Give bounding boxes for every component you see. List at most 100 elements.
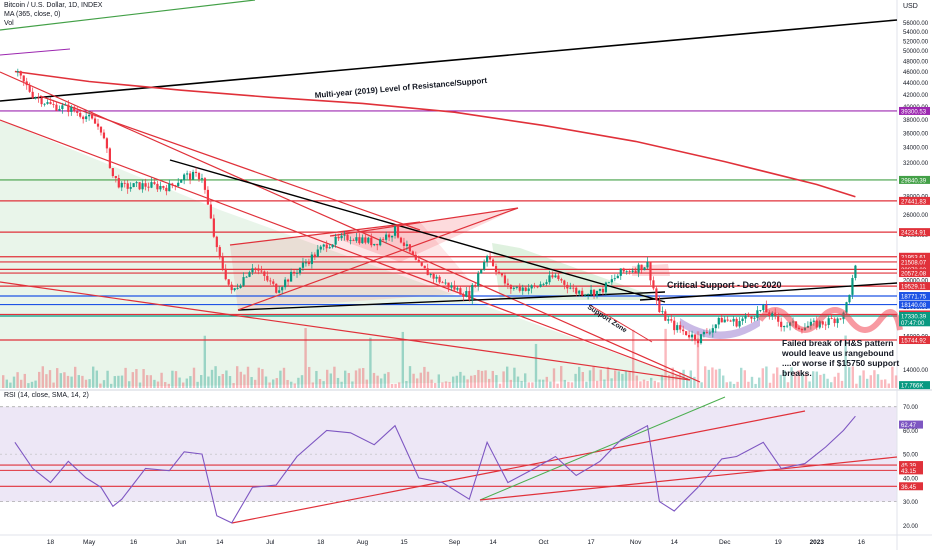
candle-body <box>40 97 43 105</box>
volume-bar <box>412 373 415 388</box>
time-tick-label: 19 <box>775 539 783 546</box>
volume-bar <box>261 369 264 388</box>
volume-bar <box>138 382 142 388</box>
candle-body <box>595 290 599 296</box>
level-tag-bg <box>899 228 930 237</box>
volume-bar <box>873 370 876 388</box>
candle-body <box>851 278 854 295</box>
volume-bar <box>812 371 815 388</box>
volume-bar <box>311 382 314 388</box>
candle-body <box>102 132 106 139</box>
volume-bar <box>164 382 167 388</box>
rsi-legend[interactable]: RSI (14, close, SMA, 14, 2) <box>4 392 89 399</box>
candle-body <box>52 104 55 105</box>
time-tick-label: Aug <box>357 539 369 546</box>
volume-bar <box>531 382 534 388</box>
volume-bar <box>372 372 376 388</box>
candle-body <box>741 318 744 322</box>
volume-bar <box>779 374 782 388</box>
volume-legend[interactable]: Vol <box>4 20 14 27</box>
volume-bar <box>167 383 170 388</box>
rsi-tag-label: 43.15 <box>901 469 917 475</box>
volume-bar <box>16 372 19 388</box>
volume-bar <box>714 369 718 388</box>
volume-bar <box>678 372 682 388</box>
volume-bar <box>822 373 826 388</box>
symbol-title[interactable]: Bitcoin / U.S. Dollar, 1D, INDEX <box>4 2 103 9</box>
candle-body <box>242 277 245 286</box>
volume-bar <box>405 380 408 388</box>
candle-body <box>191 171 195 180</box>
candle-body <box>765 304 768 313</box>
volume-bar <box>617 371 620 388</box>
time-tick-label: 18 <box>317 539 325 546</box>
candle-body <box>64 104 67 106</box>
volume-bar <box>495 375 498 388</box>
candle-body <box>557 275 560 280</box>
volume-bar <box>732 383 736 388</box>
candle-body <box>625 270 628 272</box>
candle-body <box>575 287 578 294</box>
candle-body <box>720 317 723 323</box>
candle-body <box>658 300 661 313</box>
volume-bar <box>264 376 268 388</box>
candle-body <box>667 319 670 321</box>
volume-bar <box>603 379 606 388</box>
volume-bar <box>520 380 523 388</box>
candle-body <box>322 244 325 247</box>
volume-bar <box>696 331 700 388</box>
volume-bar <box>426 371 430 388</box>
volume-bar <box>783 370 786 388</box>
level-tag-bg <box>899 269 930 278</box>
candle-body <box>438 276 441 283</box>
level-tag-bg <box>899 106 930 115</box>
candle-body <box>405 244 409 246</box>
price-tick-label: 32000.00 <box>903 161 929 167</box>
volume-bar <box>92 366 95 388</box>
candle-body <box>646 261 649 268</box>
axis-tag-label: 17.766K <box>901 384 923 390</box>
candle-body <box>269 280 272 282</box>
candle-body <box>714 324 717 329</box>
candle-body <box>304 262 308 264</box>
candle-body <box>67 104 70 112</box>
candle-body <box>260 270 263 272</box>
level-tag-bg <box>899 196 930 205</box>
candle-body <box>821 321 824 325</box>
trend-line <box>39 95 421 231</box>
candle-body <box>848 294 851 303</box>
volume-bar <box>848 367 851 388</box>
rsi-tick-label: 60.00 <box>903 429 919 435</box>
candle-body <box>551 275 554 278</box>
candle-body <box>399 237 403 243</box>
candle-body <box>162 186 165 188</box>
ma-legend[interactable]: MA (365, close, 0) <box>4 11 61 18</box>
volume-bar <box>160 372 163 388</box>
candle-body <box>385 234 388 240</box>
volume-bar <box>347 373 350 388</box>
candle-body <box>96 123 100 127</box>
candle-body <box>566 284 569 289</box>
level-tag-label: 18771.75 <box>901 294 927 300</box>
candle-body <box>43 103 46 105</box>
volume-bar <box>20 379 23 388</box>
volume-bar <box>272 379 275 388</box>
candle-body <box>88 114 91 117</box>
rsi-tick-label: 30.00 <box>903 500 919 506</box>
candle-body <box>432 273 435 279</box>
candle-body <box>777 315 780 322</box>
volume-bar <box>365 379 368 388</box>
trend-line <box>329 207 519 237</box>
volume-bar <box>628 371 631 388</box>
volume-bar <box>635 375 638 388</box>
candle-body <box>19 71 22 76</box>
candle-body <box>652 280 655 289</box>
volume-bar <box>441 382 444 388</box>
volume-bar <box>750 376 754 388</box>
volume-bar <box>34 380 37 388</box>
rsi-tag-bg <box>899 482 923 491</box>
candle-body <box>426 268 429 276</box>
volume-bar <box>351 381 354 388</box>
volume-bar <box>862 370 865 388</box>
